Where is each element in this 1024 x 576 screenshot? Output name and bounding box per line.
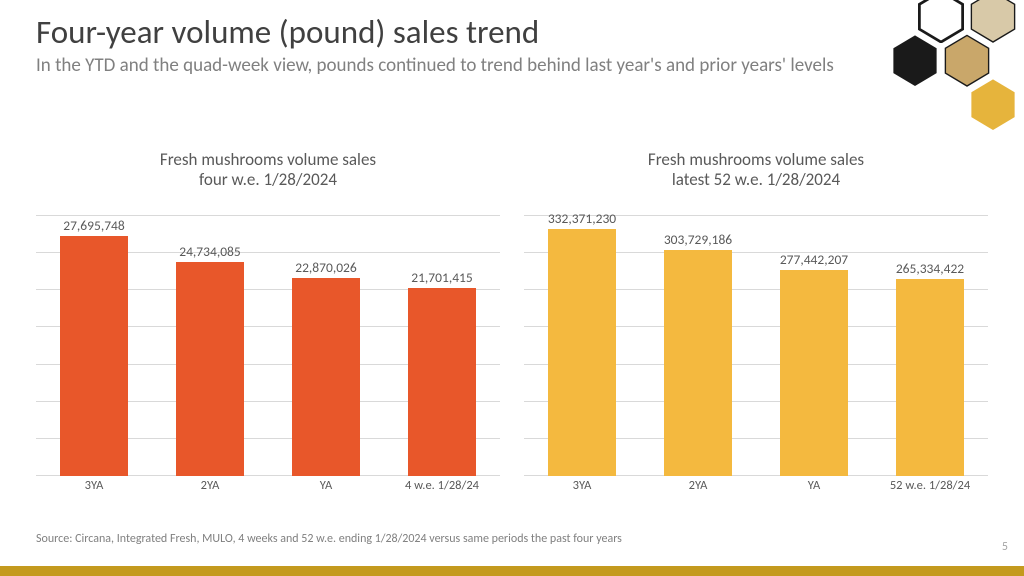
x-axis-label: 4 w.e. 1/28/24 [384,478,500,500]
x-axis-label: 3YA [36,478,152,500]
x-axis-label: YA [268,478,384,500]
bar-slot: 24,734,085 [152,216,268,476]
slide-subtitle: In the YTD and the quad-week view, pound… [36,54,884,78]
page-number: 5 [1002,540,1008,554]
chart-right-bars: 332,371,230 303,729,186 277,442,207 265,334… [524,216,988,476]
slide: Four-year volume (pound) sales trend In … [0,0,1024,576]
bar [664,250,731,476]
hex-decoration [884,0,1024,120]
charts-row: Fresh mushrooms volume salesfour w.e. 1/… [36,150,988,500]
bar [780,270,847,476]
chart-left-title: Fresh mushrooms volume salesfour w.e. 1/… [36,150,500,192]
x-axis-label: 2YA [152,478,268,500]
bar-value-label: 265,334,422 [896,260,964,277]
bar-value-label: 22,870,026 [295,259,356,276]
bottom-bar [0,566,1024,576]
bar-slot: 303,729,186 [640,216,756,476]
bar [408,288,475,476]
bar-value-label: 21,701,415 [411,269,472,286]
x-axis-label: 3YA [524,478,640,500]
chart-left-xlabels: 3YA2YAYA4 w.e. 1/28/24 [36,478,500,500]
bar [896,279,963,476]
bar-value-label: 277,442,207 [780,251,848,268]
chart-right-plot: 332,371,230 303,729,186 277,442,207 265,334… [524,198,988,500]
bar [176,262,243,476]
chart-left-bars: 27,695,748 24,734,085 22,870,026 21,701,415 [36,216,500,476]
x-axis-label: 52 w.e. 1/28/24 [872,478,988,500]
chart-left: Fresh mushrooms volume salesfour w.e. 1/… [36,150,500,500]
title-block: Four-year volume (pound) sales trend In … [36,14,884,78]
bar-value-label: 303,729,186 [664,231,732,248]
bar-slot: 265,334,422 [872,216,988,476]
bar-slot: 22,870,026 [268,216,384,476]
bar-value-label: 27,695,748 [63,217,124,234]
bar-value-label: 332,371,230 [548,210,616,227]
x-axis-label: 2YA [640,478,756,500]
bar-slot: 277,442,207 [756,216,872,476]
x-axis-label: YA [756,478,872,500]
bar-value-label: 24,734,085 [179,243,240,260]
chart-right-xlabels: 3YA2YAYA52 w.e. 1/28/24 [524,478,988,500]
chart-left-plot: 27,695,748 24,734,085 22,870,026 21,701,415… [36,198,500,500]
bar [60,236,127,476]
bar-slot: 27,695,748 [36,216,152,476]
source-text: Source: Circana, Integrated Fresh, MULO,… [36,532,622,546]
chart-right-title: Fresh mushrooms volume saleslatest 52 w.… [524,150,988,192]
bar-slot: 21,701,415 [384,216,500,476]
bar [292,278,359,476]
bar-slot: 332,371,230 [524,216,640,476]
chart-right: Fresh mushrooms volume saleslatest 52 w.… [524,150,988,500]
bar [548,229,615,476]
slide-title: Four-year volume (pound) sales trend [36,14,884,52]
